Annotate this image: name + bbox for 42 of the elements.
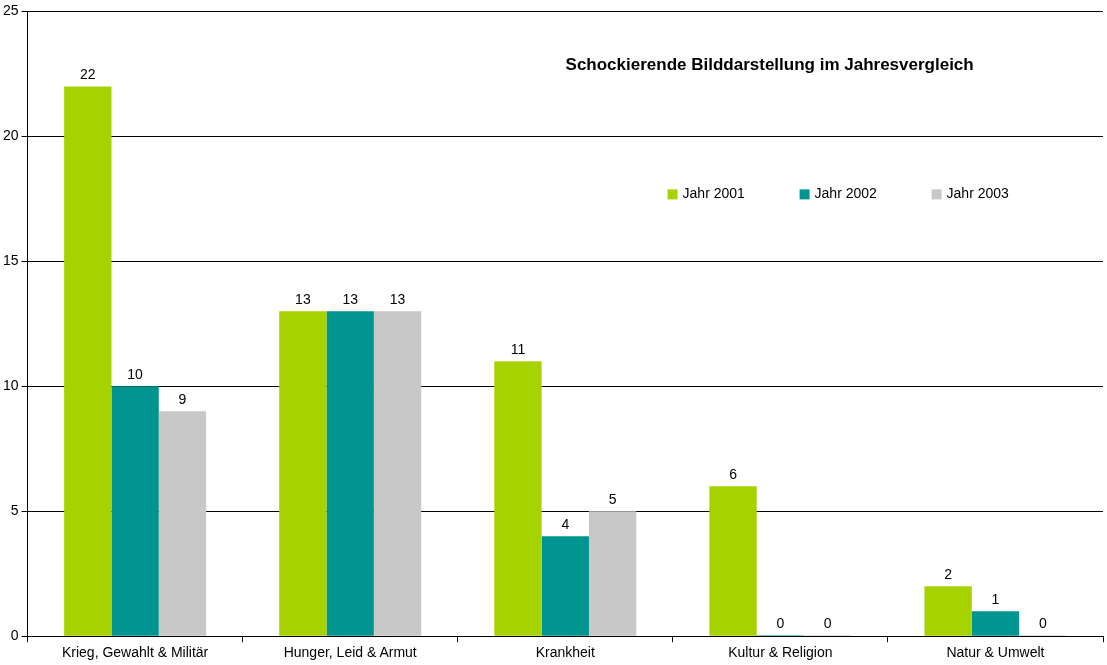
y-tick-label: 15: [2, 252, 19, 269]
x-tick-label: Natur & Umwelt: [946, 644, 1045, 661]
y-tick-label: 0: [10, 627, 19, 644]
x-tick-label: Hunger, Leid & Armut: [283, 644, 417, 661]
legend-label: Jahr 2001: [682, 185, 746, 202]
text: Schockierende Bilddarstellung im Jahresvergleich: [565, 55, 974, 75]
data-label: 6: [729, 466, 738, 483]
data-label: 4: [561, 516, 570, 533]
x-tick-label: Krieg, Gewahlt & Militär: [61, 644, 209, 661]
data-label: 9: [178, 391, 187, 408]
data-label: 13: [295, 291, 311, 308]
legend-label: Jahr 2003: [946, 185, 1010, 202]
data-label: 2: [944, 566, 953, 583]
bar: [541, 536, 589, 636]
bar: [373, 311, 422, 636]
data-label: 0: [1038, 615, 1047, 632]
data-label: 5: [608, 491, 617, 508]
y-tick-label: 5: [10, 502, 19, 519]
y-tick-label: 10: [2, 377, 19, 394]
data-label: 0: [823, 615, 832, 632]
y-tick-label: 25: [2, 2, 19, 19]
bar: [709, 486, 757, 636]
data-label: 0: [776, 615, 785, 632]
x-tick-label: Kultur & Religion: [728, 644, 833, 661]
bar: [158, 411, 207, 636]
bar: [494, 361, 542, 636]
bar: [279, 311, 327, 636]
bar: [64, 86, 112, 636]
y-tick-label: 20: [2, 127, 19, 144]
data-label: 11: [510, 341, 526, 358]
bar: [971, 611, 1020, 636]
data-label: 13: [389, 291, 406, 308]
bar: [111, 386, 159, 636]
data-label: 13: [342, 291, 359, 308]
x-tick-label: Krankheit: [535, 644, 595, 661]
data-label: 22: [80, 66, 96, 83]
bar: [588, 511, 637, 636]
legend-label: Jahr 2002: [814, 185, 878, 202]
bar: [326, 311, 374, 636]
data-label: 10: [127, 366, 144, 383]
data-label: 1: [991, 591, 1000, 608]
bar: [924, 586, 972, 636]
